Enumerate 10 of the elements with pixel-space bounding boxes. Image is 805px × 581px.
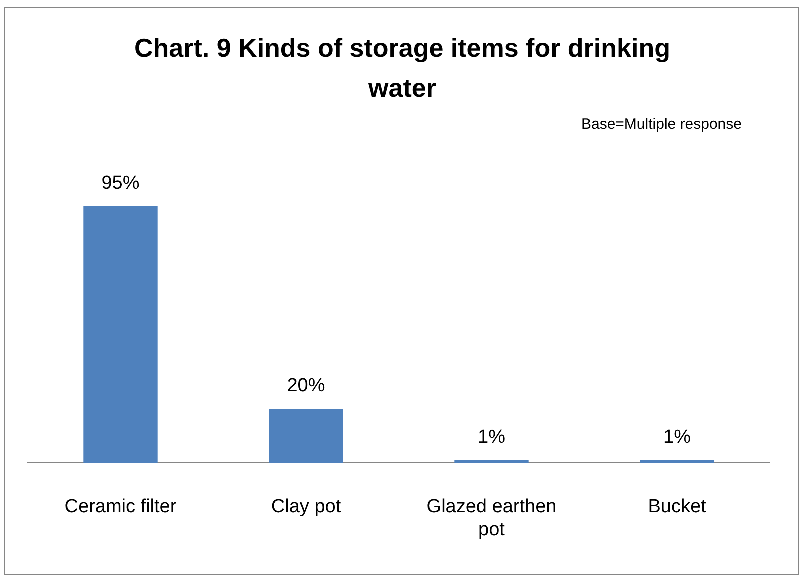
data-label: 20% — [287, 376, 326, 397]
x-tick-label: Bucket — [648, 496, 708, 518]
data-label: 95% — [102, 173, 140, 194]
data-label: 1% — [664, 427, 692, 448]
text: Base=Multiple response — [581, 116, 742, 133]
x-tick-label: Glazed earthen pot — [426, 496, 557, 540]
x-tick-label: Clay pot — [271, 496, 342, 518]
chart-title: Chart. 9 Kinds of storage items for drinking water — [134, 32, 672, 105]
x-tick-label: Ceramic filter — [64, 496, 178, 518]
data-label: 1% — [478, 427, 506, 448]
